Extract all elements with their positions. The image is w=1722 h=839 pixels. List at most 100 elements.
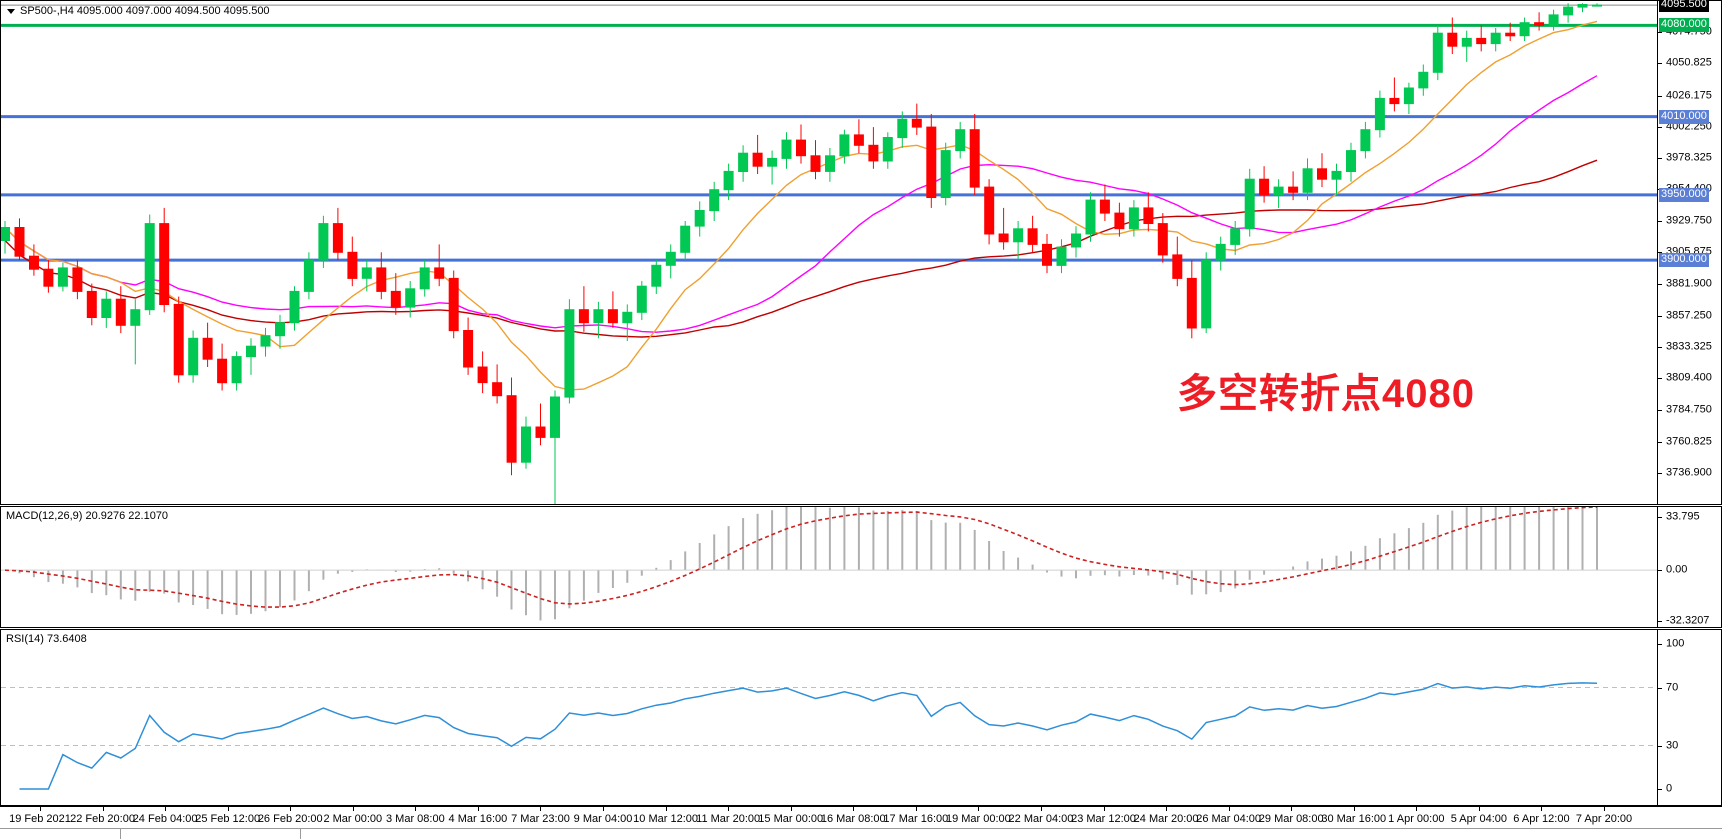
time-axis-label: 25 Feb 12:00 [195,813,261,825]
time-axis-tick [1166,807,1168,811]
price-axis-tick [1658,221,1662,223]
candle-body [521,426,531,463]
price-axis-tick [1658,32,1662,34]
candle-body [1577,4,1588,8]
macd-axis-tick [1658,570,1662,572]
candle-body [1172,254,1183,279]
candle-body [1331,170,1342,180]
candle-body [897,118,908,139]
time-axis-tick [728,807,730,811]
time-axis[interactable]: 19 Feb 2021 22 Feb 20:00 24 Feb 04:00 25 Fe… [0,806,1722,828]
candle-body [868,144,879,162]
rsi-panel[interactable]: 100 70 30 0 RSI(14) 73.6408 [0,629,1722,806]
candle-body [680,225,691,253]
candle-body [752,152,763,167]
time-axis-tick [1228,807,1230,811]
candle-body [390,290,401,308]
candle-body [1389,97,1400,105]
time-axis-tick [290,807,292,811]
candle-body [984,186,995,235]
candle-body [1519,22,1530,37]
candle-body [1244,178,1255,230]
rsi-axis-label: 0 [1666,782,1673,795]
candle-body [694,210,705,227]
time-axis-label: 24 Mar 20:00 [1133,813,1199,825]
candle-body [72,267,83,292]
status-seg-2 [120,829,301,839]
price-plot-area[interactable] [1,1,1721,504]
macd-signal-line [4,507,1598,608]
time-axis-label: 26 Mar 04:00 [1196,813,1262,825]
candle-body [825,155,835,172]
candle-body [723,170,734,191]
candle-body [43,268,54,287]
candle-body [492,382,503,397]
candle-body [651,264,662,287]
macd-plot-area[interactable] [1,507,1721,627]
rsi-line [19,682,1598,790]
last-price-badge[interactable]: 4095.500 [1659,0,1709,13]
candle-body [448,277,459,332]
time-axis-label: 19 Feb 2021 [9,813,71,825]
candle-body [607,309,618,324]
candle-body [275,322,285,337]
time-axis-label: 17 Mar 16:00 [883,813,949,825]
level-badge-4080[interactable]: 4080.000 [1659,18,1709,33]
rsi-plot-area[interactable] [1,630,1721,805]
time-axis-label: 22 Mar 04:00 [1008,813,1074,825]
candle-body [1114,212,1125,230]
candle-body [796,139,806,157]
level-badge-3900[interactable]: 3900.000 [1659,253,1709,268]
candle-body [969,129,980,188]
candle-body [144,223,155,311]
price-axis-tick [1658,441,1662,443]
chart-menu-caret-icon[interactable] [7,8,15,14]
time-axis-label: 6 Apr 12:00 [1513,813,1570,825]
candle-body [1085,199,1096,235]
candle-body [1013,228,1024,243]
candle-body [188,337,199,376]
time-axis-tick [102,807,104,811]
candle-body [998,233,1009,243]
price-axis-tick [1658,157,1662,159]
price-chart-panel[interactable]: 4074.7504050.8254026.1754002.2503978.325… [0,0,1722,505]
rsi-axis-tick [1658,745,1662,747]
price-axis-label: 3905.875 [1666,245,1712,258]
macd-axis-tick [1658,621,1662,622]
candle-body [1273,186,1284,196]
candle-body [738,152,749,172]
ma-slow-line [4,159,1598,338]
level-badge-4010[interactable]: 4010.000 [1659,109,1709,124]
candle-body [101,298,112,319]
candle-body [853,134,864,146]
time-axis-label: 1 Apr 00:00 [1388,813,1445,825]
time-axis-tick [415,807,417,811]
rsi-axis-tick [1658,644,1662,645]
price-axis-label: 3760.825 [1666,435,1712,448]
time-axis-tick [40,807,41,811]
time-axis-tick [1416,807,1418,811]
price-axis-tick [1658,378,1662,380]
candle-body [593,309,604,324]
candle-body [1490,32,1501,45]
time-axis-label: 3 Mar 08:00 [386,813,445,825]
candle-body [882,137,893,162]
macd-panel[interactable]: 33.795 0.00 -32.3207 MACD(12,26,9) 20.9276… [0,506,1722,628]
time-axis-label: 22 Feb 20:00 [70,813,135,825]
price-axis-tick [1658,410,1662,412]
time-axis-tick [1103,807,1105,811]
candle-body [767,157,778,167]
candle-body [1360,129,1371,152]
symbol-header: SP500-,H4 4095.000 4097.000 4094.500 409… [7,5,270,17]
candle-body [361,267,372,279]
rsi-label: RSI(14) 73.6408 [6,633,87,645]
price-axis-label: 3809.400 [1666,371,1712,384]
candle-body [231,356,242,384]
time-axis-label: 24 Feb 04:00 [132,813,198,825]
candle-body [86,290,97,318]
level-badge-3950[interactable]: 3950.000 [1659,187,1709,202]
time-axis-label: 26 Feb 20:00 [257,813,323,825]
time-axis-label: 19 Mar 00:00 [945,813,1011,825]
price-axis[interactable]: 4074.7504050.8254026.1754002.2503978.325… [1657,0,1721,504]
candle-body [1403,87,1414,105]
